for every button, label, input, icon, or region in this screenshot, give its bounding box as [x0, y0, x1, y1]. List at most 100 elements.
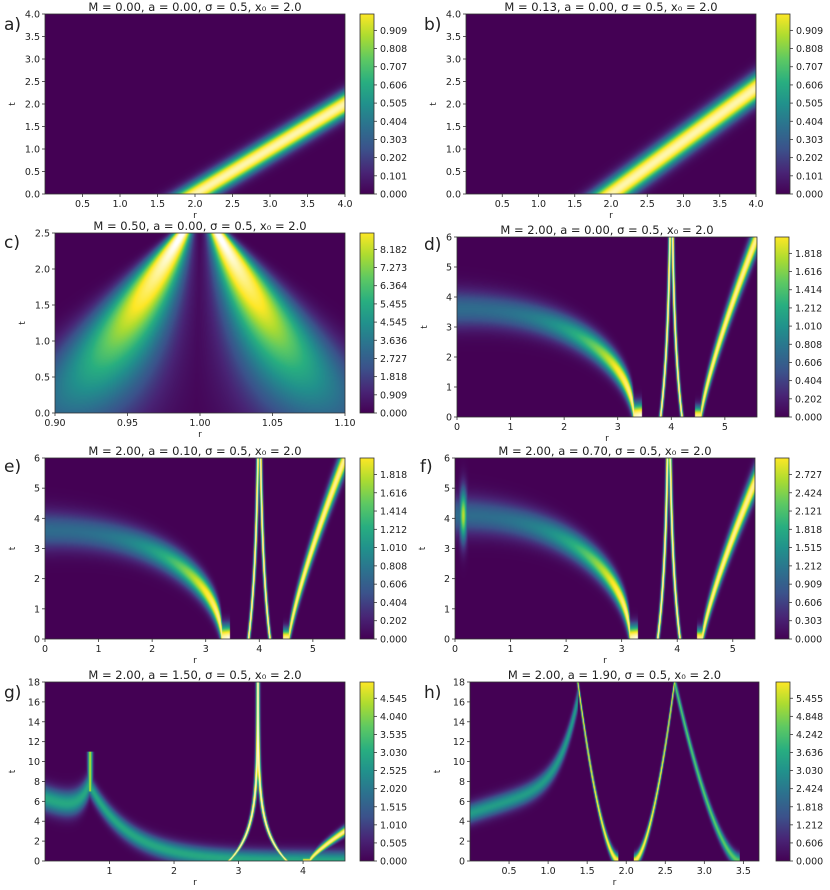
y-tick-label: 1: [444, 604, 450, 615]
x-tick-label: 5: [310, 644, 316, 655]
y-axis-label: t: [418, 546, 428, 550]
heatmap-image: [455, 458, 755, 639]
plot-title: M = 0.13, a = 0.00, σ = 0.5, x₀ = 2.0: [504, 0, 717, 14]
colorbar-tick-label: 0.505: [796, 99, 823, 110]
colorbar-tick-label: 0.909: [380, 390, 407, 401]
y-tick-label: 5: [34, 484, 40, 495]
y-tick-label: 0.5: [446, 167, 461, 178]
colorbar-tick-label: 0.000: [795, 635, 822, 646]
plot-title: M = 2.00, a = 0.10, σ = 0.5, x₀ = 2.0: [88, 444, 301, 458]
y-tick-label: 0: [34, 857, 40, 868]
colorbar-tick-label: 1.414: [380, 507, 407, 518]
plot-frame: [469, 681, 760, 862]
y-tick-label: 5: [444, 484, 450, 495]
plot-title: M = 2.00, a = 0.70, σ = 0.5, x₀ = 2.0: [498, 444, 711, 458]
colorbar-tick-label: 3.030: [796, 766, 823, 777]
x-tick-label: 0.95: [117, 418, 138, 429]
x-tick-label: 1: [106, 866, 112, 877]
x-tick-label: 1: [508, 422, 514, 433]
colorbar-tick-label: 4.848: [796, 712, 823, 723]
panel-c: M = 0.50, a = 0.00, σ = 0.5, x₀ = 2.0 c) 0…: [4, 219, 407, 440]
colorbar-tick-label: 0.000: [796, 190, 823, 201]
y-tick-label: 3: [444, 544, 450, 555]
y-tick-label: 1.0: [446, 145, 461, 156]
y-tick-label: 6: [444, 454, 450, 465]
x-tick-label: 0.90: [44, 418, 65, 429]
x-tick-label: 0.5: [75, 199, 90, 210]
panel-label: a): [4, 15, 21, 35]
y-tick-label: 1.5: [35, 301, 50, 312]
x-tick-label: 4.0: [748, 199, 763, 210]
heatmap-image: [470, 682, 759, 861]
y-tick-label: 2: [444, 574, 450, 585]
y-tick-label: 2.0: [446, 100, 461, 111]
y-tick-label: 3.0: [25, 55, 40, 66]
y-tick-label: 6: [459, 797, 465, 808]
y-tick-label: 2.5: [35, 229, 50, 240]
x-tick-label: 3.0: [676, 199, 691, 210]
panel-label: g): [4, 683, 21, 703]
y-tick-label: 16: [28, 697, 40, 708]
colorbar-tick-label: 1.212: [795, 303, 822, 314]
panel-d: M = 2.00, a = 0.00, σ = 0.5, x₀ = 2.0 d) 0…: [420, 223, 822, 444]
y-tick-label: 0: [446, 413, 452, 424]
y-tick-label: 2: [34, 837, 40, 848]
x-tick-label: 0: [42, 644, 48, 655]
colorbar-tick-label: 4.545: [380, 318, 407, 329]
heatmap-image: [45, 458, 345, 639]
colorbar-tick-label: 0.202: [795, 394, 822, 405]
plot-title: M = 2.00, a = 0.00, σ = 0.5, x₀ = 2.0: [500, 223, 713, 237]
y-tick-label: 3: [446, 323, 452, 334]
colorbar-tick-label: 0.000: [380, 409, 407, 420]
colorbar-tick-label: 1.818: [795, 249, 822, 260]
colorbar-tick-label: 0.909: [380, 26, 407, 37]
colorbar-tick-label: 0.000: [380, 857, 407, 868]
x-tick-label: 1.05: [262, 418, 283, 429]
colorbar-tick-label: 0.202: [380, 616, 407, 627]
y-tick-label: 18: [28, 678, 40, 689]
y-axis-label: t: [429, 102, 439, 106]
y-tick-label: 5: [446, 263, 452, 274]
heatmap-image: [55, 233, 345, 413]
colorbar-tick-label: 1.010: [795, 322, 822, 333]
x-tick-label: 3.0: [262, 199, 277, 210]
panel-label: h): [424, 683, 441, 703]
y-tick-label: 4: [444, 514, 450, 525]
x-tick-label: 2.0: [187, 199, 202, 210]
x-tick-label: 5: [722, 422, 728, 433]
y-tick-label: 6: [34, 797, 40, 808]
x-axis-label: r: [198, 430, 202, 440]
colorbar-tick-label: 3.030: [380, 748, 407, 759]
x-tick-label: 3: [203, 644, 209, 655]
y-tick-label: 2.0: [35, 265, 50, 276]
y-tick-label: 10: [28, 757, 40, 768]
plot-title: M = 2.00, a = 1.90, σ = 0.5, x₀ = 2.0: [508, 668, 721, 682]
y-tick-label: 1: [446, 383, 452, 394]
y-tick-label: 3.0: [446, 55, 461, 66]
heatmap-image: [45, 682, 345, 861]
x-tick-label: 3.5: [300, 199, 315, 210]
x-tick-label: 3: [619, 644, 625, 655]
x-tick-label: 0: [452, 644, 458, 655]
x-axis-label: r: [605, 434, 609, 444]
x-tick-label: 1.0: [531, 199, 546, 210]
colorbar: [359, 13, 375, 195]
panel-a: M = 0.00, a = 0.00, σ = 0.5, x₀ = 2.0 a) 0…: [4, 0, 407, 221]
panel-h: M = 2.00, a = 1.90, σ = 0.5, x₀ = 2.0 h) 0…: [424, 668, 823, 888]
x-tick-label: 1: [508, 644, 514, 655]
panel-f: M = 2.00, a = 0.70, σ = 0.5, x₀ = 2.0 f) 0…: [418, 444, 822, 666]
x-tick-label: 1.10: [334, 418, 355, 429]
y-tick-label: 4: [34, 514, 40, 525]
x-tick-label: 0.5: [495, 199, 510, 210]
colorbar-tick-label: 2.020: [380, 784, 407, 795]
colorbar: [775, 13, 791, 195]
panel-label: f): [420, 457, 433, 477]
y-tick-label: 16: [453, 697, 465, 708]
x-tick-label: 1.0: [541, 866, 556, 877]
colorbar-tick-label: 0.404: [795, 376, 822, 387]
colorbar: [774, 457, 790, 640]
x-tick-label: 1.5: [580, 866, 595, 877]
colorbar-tick-label: 6.364: [380, 281, 407, 292]
x-tick-label: 0.5: [501, 866, 516, 877]
y-tick-label: 3: [34, 544, 40, 555]
